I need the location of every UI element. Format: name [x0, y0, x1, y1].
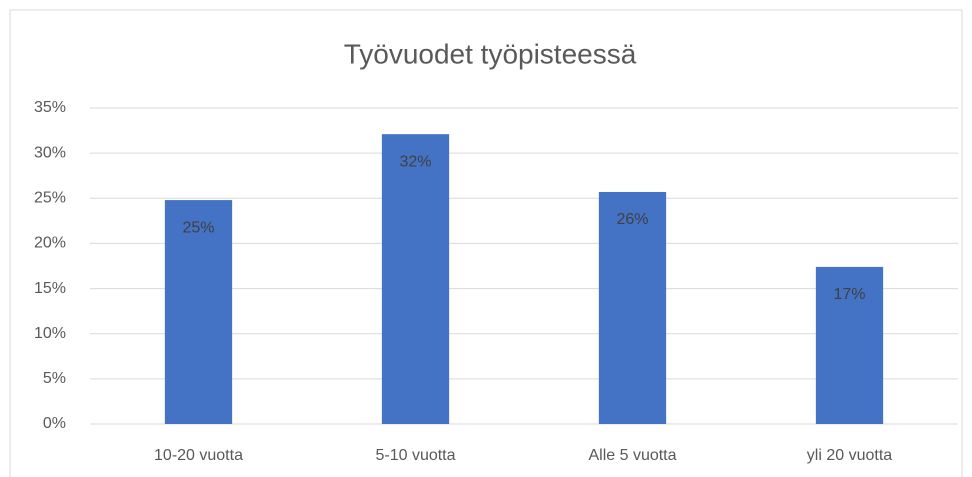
- y-tick-label: 10%: [34, 325, 66, 342]
- y-tick-label: 5%: [43, 370, 66, 387]
- y-tick-label: 0%: [43, 415, 66, 432]
- x-tick-label: Alle 5 vuotta: [588, 447, 676, 464]
- y-tick-label: 15%: [34, 280, 66, 297]
- x-tick-label: 10-20 vuotta: [154, 447, 243, 464]
- chart-title: Työvuodet työpisteessä: [344, 38, 637, 69]
- bar: [815, 266, 884, 424]
- data-label: 26%: [616, 211, 648, 228]
- y-tick-label: 30%: [34, 144, 66, 161]
- y-tick-label: 35%: [34, 99, 66, 116]
- bar: [381, 134, 450, 424]
- bar: [598, 191, 667, 424]
- x-tick-label: 5-10 vuotta: [375, 447, 455, 464]
- data-label: 17%: [833, 286, 865, 303]
- bar: [164, 200, 233, 424]
- y-tick-label: 25%: [34, 190, 66, 207]
- data-label: 32%: [399, 153, 431, 170]
- y-tick-label: 20%: [34, 235, 66, 252]
- data-label: 25%: [182, 219, 214, 236]
- x-tick-label: yli 20 vuotta: [807, 447, 892, 464]
